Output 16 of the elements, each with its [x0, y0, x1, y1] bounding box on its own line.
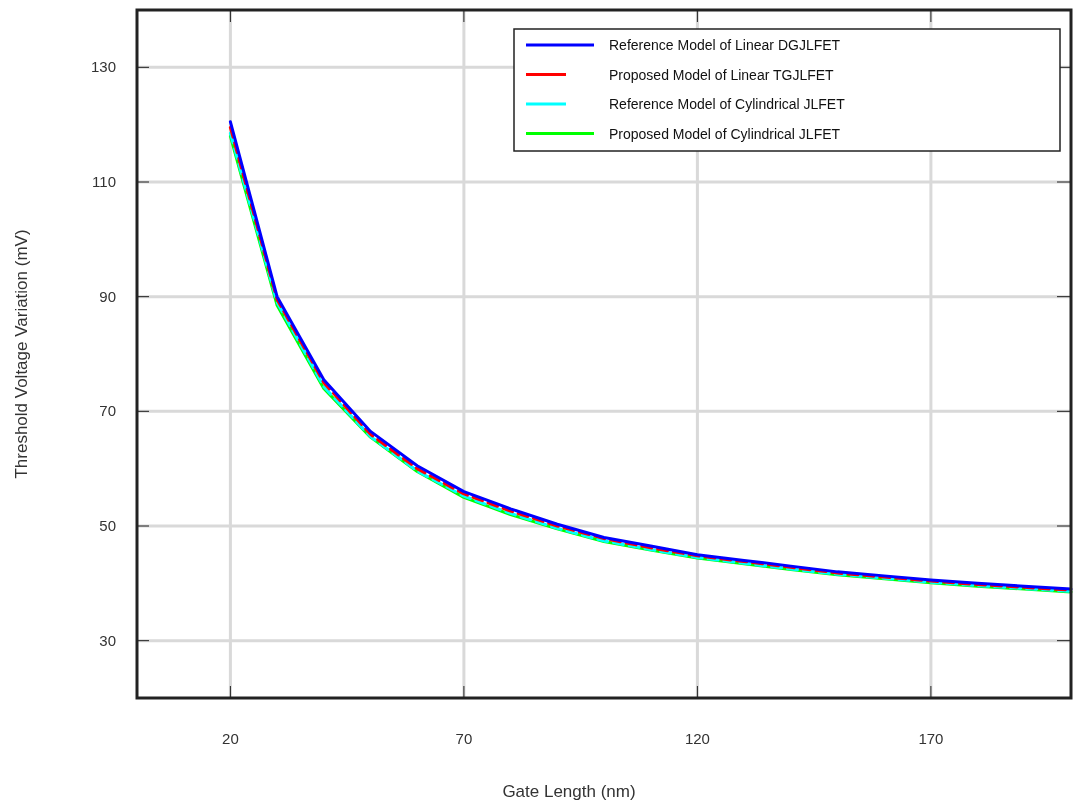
y-tick-label: 110 — [92, 173, 116, 190]
x-tick-label: 120 — [684, 730, 710, 747]
y-axis-title: Threshold Voltage Variation (mV) — [12, 229, 31, 479]
y-tick-label: 130 — [90, 58, 116, 76]
x-axis-title: Gate Length (nm) — [502, 782, 636, 801]
x-tick-label: 170 — [918, 730, 944, 747]
y-tick-label: 70 — [99, 402, 116, 420]
legend-label: Reference Model of Cylindrical JLFET — [609, 96, 846, 112]
legend-label: Proposed Model of Linear TGJLFET — [609, 66, 835, 83]
legend-label: Proposed Model of Cylindrical JLFET — [609, 125, 841, 142]
y-tick-label: 50 — [99, 517, 116, 534]
legend-label: Reference Model of Linear DGJLFET — [609, 37, 841, 53]
x-tick-label: 70 — [455, 730, 473, 747]
y-tick-label: 30 — [99, 631, 116, 649]
y-tick-label: 90 — [99, 287, 116, 305]
x-tick-label: 20 — [222, 730, 239, 747]
